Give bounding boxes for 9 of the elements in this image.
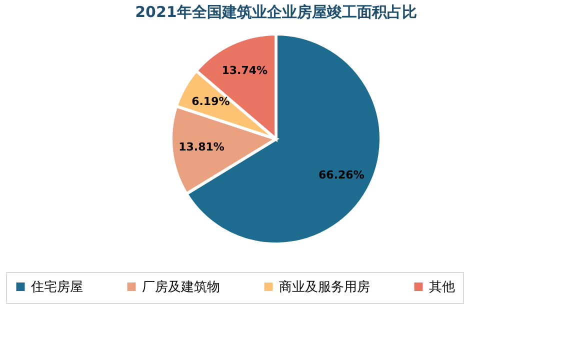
- legend-label: 厂房及建筑物: [142, 278, 220, 295]
- legend-label: 住宅房屋: [30, 278, 83, 295]
- legend-label: 其他: [429, 280, 455, 295]
- data-label: 6.19%: [192, 95, 230, 108]
- data-label: 13.74%: [222, 64, 268, 77]
- legend-label: 商业及服务用房: [279, 278, 370, 295]
- chart-title: 2021年全国建筑业企业房屋竣工面积占比: [135, 3, 417, 21]
- data-label: 66.26%: [318, 168, 364, 182]
- data-label: 13.81%: [178, 140, 224, 154]
